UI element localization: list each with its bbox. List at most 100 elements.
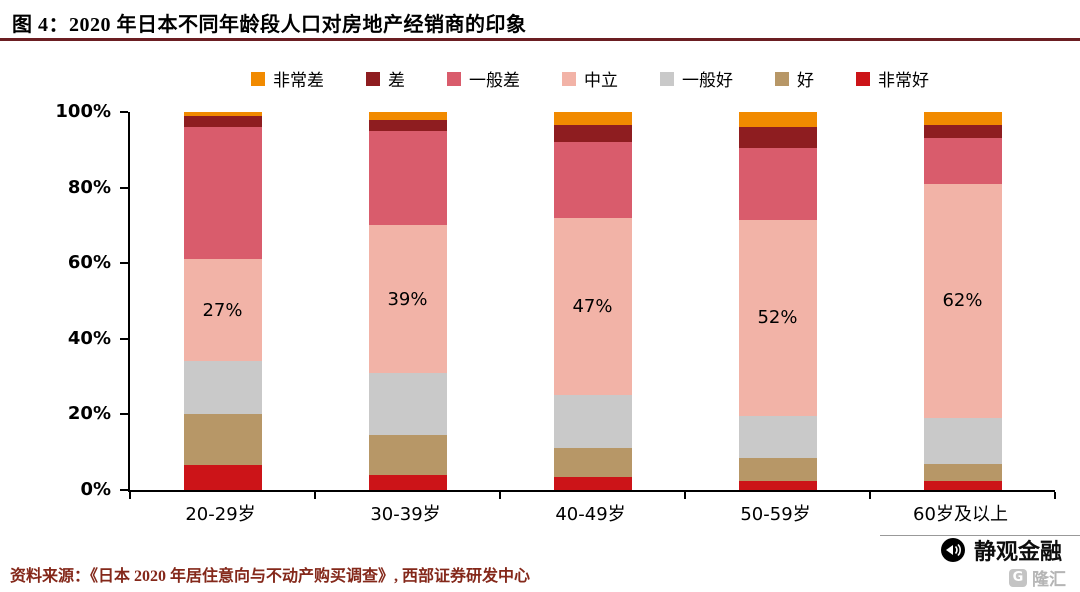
- bar-segment: [183, 112, 262, 116]
- bar-segment: [553, 112, 632, 126]
- bar-segment: [183, 115, 262, 128]
- bar-segment: [923, 463, 1002, 481]
- legend-label: 好: [797, 71, 814, 90]
- bar-segment: 39%: [368, 225, 447, 373]
- y-tick-label: 80%: [67, 176, 111, 198]
- legend-swatch: [251, 71, 265, 86]
- bar-segment: [553, 125, 632, 143]
- legend-swatch: [562, 71, 576, 86]
- x-tick-label: 60岁及以上: [913, 504, 1008, 525]
- legend-swatch: [660, 71, 674, 86]
- bar-segment: [368, 435, 447, 475]
- x-tick-mark: [869, 492, 871, 499]
- bar-slot: 52%: [685, 112, 870, 490]
- bar-segment: [738, 416, 817, 458]
- legend-label: 非常差: [273, 71, 324, 90]
- bar-segment: [368, 112, 447, 120]
- legend-label: 中立: [584, 71, 618, 90]
- bar-segment: [923, 138, 1002, 184]
- bar-segment: [368, 119, 447, 131]
- x-tick-mark: [684, 492, 686, 499]
- y-tick-label: 40%: [67, 327, 111, 349]
- legend-swatch: [856, 71, 870, 86]
- bar-segment: [923, 480, 1002, 490]
- megaphone-icon: [940, 538, 965, 562]
- watermark-text: 静观金融: [973, 540, 1062, 565]
- x-axis-labels: 20-29岁 30-39岁 40-49岁 50-59岁 60岁及以上: [128, 500, 1053, 526]
- bar-segment: 27%: [183, 259, 262, 362]
- bar-segment: [738, 457, 817, 481]
- bar-segment: [183, 465, 262, 490]
- data-label: 39%: [387, 288, 428, 310]
- legend: 非常差 差 一般差 中立 一般好 好 非常好: [130, 66, 1050, 91]
- legend-swatch: [775, 71, 789, 86]
- x-tick-label: 30-39岁: [370, 504, 441, 525]
- bar-segment: [738, 127, 817, 148]
- bar-slot: 62%: [870, 112, 1055, 490]
- bar-segment: [553, 395, 632, 449]
- bar-segment: [923, 125, 1002, 139]
- legend-label: 一般差: [469, 71, 520, 90]
- y-axis: 0% 20% 40% 60% 80% 100%: [0, 103, 128, 499]
- legend-item: 好: [775, 66, 814, 91]
- bar-segment: [923, 112, 1002, 126]
- plot-area: 27% 39% 47% 52% 62%: [128, 112, 1056, 499]
- legend-label: 一般好: [682, 71, 733, 90]
- legend-label: 非常好: [878, 71, 929, 90]
- y-tick-label: 0%: [80, 479, 111, 500]
- legend-item: 非常差: [251, 66, 324, 91]
- bar-segment: 52%: [738, 219, 817, 417]
- title-divider: [0, 38, 1080, 41]
- stacked-bar: 47%: [553, 112, 632, 490]
- bar-segment: [553, 142, 632, 218]
- stacked-bar: 39%: [368, 112, 447, 490]
- bar-segment: [553, 448, 632, 477]
- y-tick-mark: [120, 337, 128, 340]
- y-tick-mark: [120, 489, 128, 491]
- legend-item: 差: [366, 66, 405, 91]
- bar-segment: [738, 112, 817, 128]
- stacked-bar: 52%: [738, 112, 817, 490]
- watermark-divider: [880, 535, 1080, 536]
- bar-segment: [923, 418, 1002, 464]
- bar-slot: 47%: [500, 112, 685, 490]
- y-tick-label: 20%: [67, 403, 111, 425]
- data-label: 52%: [757, 307, 798, 329]
- bar-segment: [183, 361, 262, 415]
- data-label: 27%: [202, 299, 243, 321]
- y-tick-label: 60%: [67, 252, 111, 274]
- bar-segment: [738, 147, 817, 220]
- legend-item: 中立: [562, 66, 618, 91]
- y-tick-mark: [120, 111, 128, 113]
- legend-label: 差: [388, 71, 405, 90]
- bar-segment: 47%: [553, 217, 632, 396]
- legend-swatch: [447, 71, 461, 86]
- bar-segment: [368, 130, 447, 226]
- data-label: 47%: [572, 296, 613, 318]
- stacked-bar: 62%: [923, 112, 1002, 490]
- bar-slot: 27%: [130, 112, 315, 490]
- bar-segment: [183, 414, 262, 466]
- x-tick-mark: [1054, 492, 1056, 499]
- site-logo: G 隆汇: [1009, 565, 1066, 590]
- bar-segment: 62%: [923, 183, 1002, 419]
- x-tick-label: 20-29岁: [185, 504, 256, 525]
- bar-segment: [553, 476, 632, 490]
- logo-g-icon: G: [1009, 568, 1027, 587]
- legend-item: 一般差: [447, 66, 520, 91]
- y-tick-label: 100%: [55, 101, 111, 122]
- figure-title: 图 4：2020 年日本不同年龄段人口对房地产经销商的印象: [12, 14, 527, 36]
- x-tick-mark: [314, 492, 316, 499]
- stacked-bar: 27%: [183, 112, 262, 490]
- legend-item: 非常好: [856, 66, 929, 91]
- x-tick-mark: [129, 492, 131, 499]
- bar-segment: [368, 372, 447, 436]
- x-tick-label: 50-59岁: [740, 504, 811, 525]
- bar-slot: 39%: [315, 112, 500, 490]
- data-label: 62%: [942, 290, 983, 312]
- y-tick-mark: [120, 186, 128, 189]
- source-note: 资料来源：《日本 2020 年居住意向与不动产购买调查》, 西部证券研发中心: [10, 568, 531, 585]
- y-tick-mark: [120, 413, 128, 416]
- bar-segment: [183, 127, 262, 260]
